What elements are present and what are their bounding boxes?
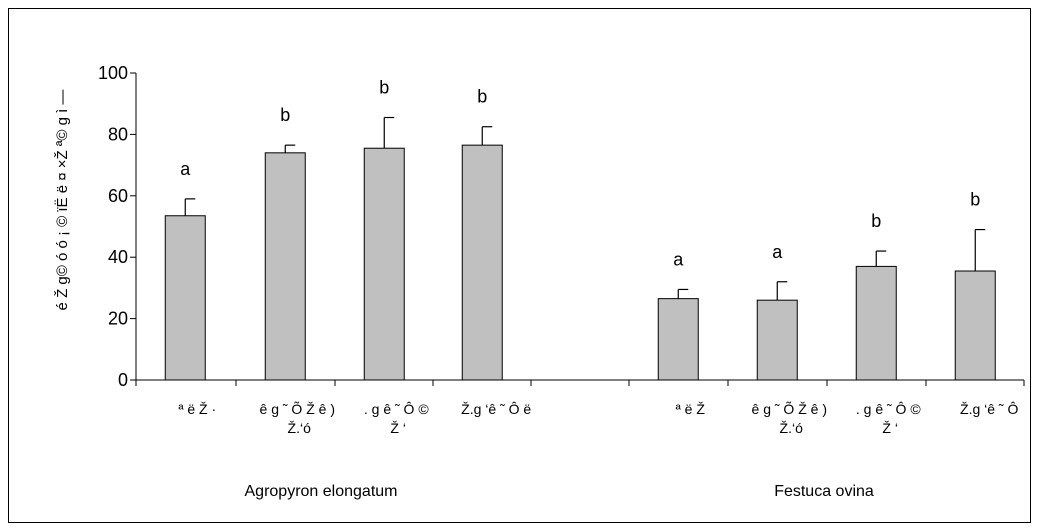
x-tick-label: ­ Ž.g ‘ê ˜ Ô	[956, 401, 1018, 417]
group-label: Agropyron elongatum	[245, 483, 398, 500]
x-tick-label: . g ê ˜ Ô ©	[364, 401, 429, 417]
x-tick-label: . g ê ˜ Ô ©	[856, 401, 921, 417]
x-tick-label: ê g ˜ Õ Ž ê )	[260, 401, 335, 417]
significance-letter: b	[477, 87, 487, 107]
bar	[363, 147, 405, 381]
significance-letter: b	[970, 190, 980, 210]
significance-letter: a	[180, 159, 191, 179]
significance-letter: a	[673, 249, 684, 269]
x-tick-label: ê g ˜ Õ Ž ê )	[752, 401, 827, 417]
y-tick-label: 80	[108, 124, 128, 144]
bar	[264, 152, 306, 381]
bar	[756, 299, 798, 381]
y-axis-label: é Ž­ g© ó ó ¡ © ïË ë ¤ ×Ž ª© g ì —	[54, 90, 71, 311]
x-tick-label: ª ë Ž ·	[178, 401, 216, 417]
significance-letter: b	[379, 78, 389, 98]
x-tick-label: ª ë Ž	[676, 401, 706, 417]
x-tick-label: ­ Ž ‘	[387, 420, 406, 436]
bar	[164, 215, 206, 381]
significance-letter: a	[772, 242, 783, 262]
y-tick-label: 60	[108, 186, 128, 206]
bar	[657, 298, 699, 381]
bar	[954, 270, 996, 381]
x-tick-label: ­ Ž.‘ó	[776, 420, 803, 436]
y-tick-label: 40	[108, 247, 128, 267]
x-tick-label: ­ Ž.‘ó	[284, 420, 311, 436]
significance-letter: b	[280, 105, 290, 125]
y-tick-label: 20	[108, 309, 128, 329]
x-tick-label: ­ Ž ‘	[879, 420, 898, 436]
y-tick-label: 0	[118, 370, 128, 390]
x-tick-label: ­ Ž.g ‘ê ˜ Ô ë	[457, 401, 531, 417]
significance-letter: b	[871, 211, 881, 231]
bar	[461, 144, 503, 381]
group-label: Festuca ovina	[774, 483, 874, 500]
y-tick-label: 100	[98, 63, 128, 83]
bar	[855, 265, 897, 381]
